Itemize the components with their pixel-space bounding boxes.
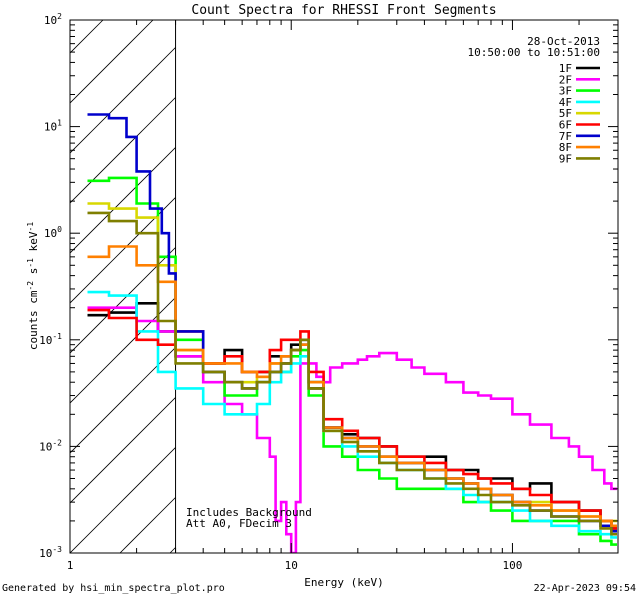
x-tick-label: 1 [67, 559, 74, 572]
date-annotation: 28-Oct-2013 [527, 35, 600, 48]
x-tick-label: 10 [285, 559, 298, 572]
x-axis-label: Energy (keV) [304, 576, 383, 589]
time-range-annotation: 10:50:00 to 10:51:00 [468, 46, 600, 59]
y-tick-label: 100 [44, 225, 62, 240]
legend-label-3f: 3F [559, 85, 572, 98]
legend-label-8f: 8F [559, 141, 572, 154]
legend-label-4f: 4F [559, 96, 572, 109]
hatch-line [620, 20, 640, 553]
y-tick-label: 101 [44, 119, 62, 134]
hatch-line [0, 20, 3, 553]
hatch-region [0, 20, 640, 553]
y-tick-label: 10-1 [39, 332, 62, 347]
series-2f [87, 306, 617, 553]
legend-label-7f: 7F [559, 130, 572, 143]
legend-label-9f: 9F [559, 152, 572, 165]
background-note: Includes Background [186, 506, 312, 519]
y-tick-label: 102 [44, 12, 62, 27]
hatch-line [70, 20, 104, 54]
hatch-line [70, 20, 254, 204]
x-tick-label: 100 [503, 559, 523, 572]
hatch-line [70, 20, 204, 154]
series-9f [87, 211, 617, 536]
legend-label-5f: 5F [559, 107, 572, 120]
chart-title: Count Spectra for RHESSI Front Segments [191, 3, 496, 18]
y-axis-label: counts cm-2 s-1 keV-1 [26, 222, 40, 350]
series-layer [87, 113, 617, 553]
legend-label-2f: 2F [559, 73, 572, 86]
legend-label-1f: 1F [559, 62, 572, 75]
plot-frame [69, 19, 619, 554]
y-tick-label: 10-3 [39, 545, 62, 560]
hatch-line [70, 20, 154, 104]
hatch-mask [175, 20, 618, 553]
attenuator-note: Att A0, FDecim 3 [186, 517, 292, 530]
axes-layer: 1 10 100 10-3 10-2 10-1 100 101 102 [39, 12, 619, 572]
series-3f [87, 176, 617, 546]
legend-label-6f: 6F [559, 119, 572, 132]
footer-generated-by: Generated by hsi_min_spectra_plot.pro [2, 583, 225, 594]
footer-timestamp: 22-Apr-2023 09:54 [533, 583, 636, 594]
y-tick-label: 10-2 [39, 438, 62, 453]
